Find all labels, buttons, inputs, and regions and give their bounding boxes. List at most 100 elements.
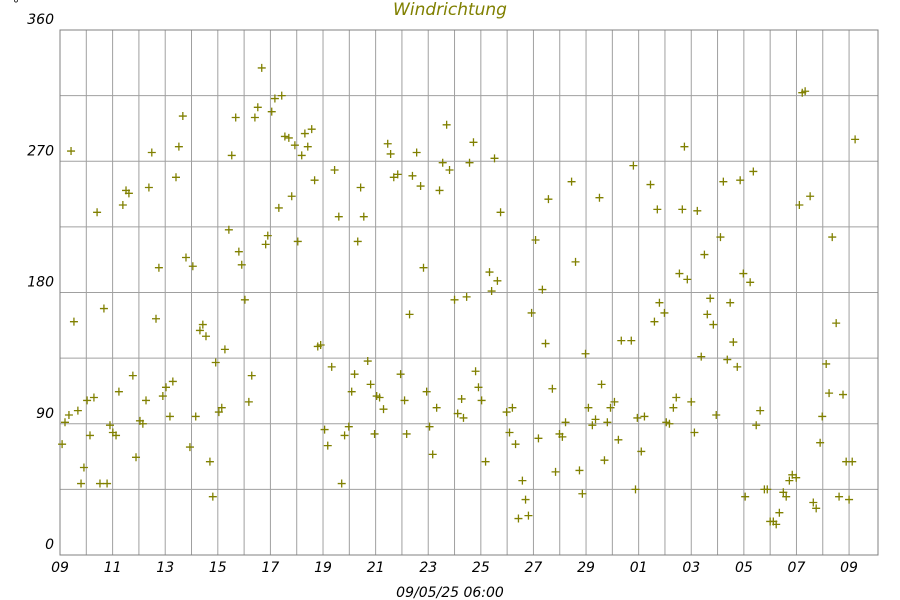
plot-frame	[59, 29, 879, 556]
point	[633, 413, 642, 422]
point	[247, 371, 256, 380]
point	[779, 488, 788, 497]
point	[211, 358, 220, 367]
point	[746, 278, 755, 287]
point	[756, 406, 765, 415]
point	[442, 120, 451, 129]
point	[524, 511, 533, 520]
point	[300, 129, 309, 138]
point	[828, 233, 837, 242]
point	[505, 428, 514, 437]
point	[428, 450, 437, 459]
point	[496, 208, 505, 217]
point	[112, 431, 121, 440]
point	[558, 432, 567, 441]
point	[400, 396, 409, 405]
point	[493, 276, 502, 285]
point	[490, 154, 499, 163]
point	[224, 225, 233, 234]
point	[457, 394, 466, 403]
point	[250, 113, 259, 122]
point	[527, 308, 536, 317]
point	[188, 262, 197, 271]
point	[350, 370, 359, 379]
point	[739, 269, 748, 278]
point	[665, 419, 674, 428]
point	[678, 205, 687, 214]
point	[462, 292, 471, 301]
point	[839, 390, 848, 399]
x-tick-label: 09	[51, 560, 69, 576]
point	[518, 476, 527, 485]
x-tick-label: 03	[682, 560, 700, 576]
point	[629, 161, 638, 170]
point	[588, 421, 597, 430]
point	[669, 403, 678, 412]
point	[845, 495, 854, 504]
point	[257, 63, 266, 72]
point	[165, 412, 174, 421]
x-tick-label: 29	[577, 560, 595, 576]
point	[438, 158, 447, 167]
point	[95, 479, 104, 488]
point	[263, 231, 272, 240]
point	[712, 411, 721, 419]
point	[316, 341, 325, 349]
point	[231, 113, 240, 122]
point	[425, 422, 434, 431]
point	[697, 352, 706, 361]
point	[220, 345, 229, 354]
point	[660, 308, 669, 317]
point	[307, 125, 316, 134]
point	[124, 189, 133, 198]
point	[603, 418, 612, 427]
point	[578, 489, 587, 498]
point	[675, 269, 684, 278]
point	[538, 285, 547, 294]
point	[234, 247, 243, 256]
point	[561, 418, 570, 427]
point	[168, 377, 177, 386]
point	[118, 201, 127, 209]
x-tick-label: 05	[735, 560, 753, 576]
chart-title: Windrichtung	[393, 0, 507, 20]
point	[320, 425, 329, 434]
point	[646, 180, 655, 189]
point	[706, 294, 715, 303]
point	[83, 396, 92, 405]
point	[606, 403, 615, 412]
point	[408, 171, 417, 180]
point	[64, 411, 73, 419]
point	[79, 463, 88, 472]
point	[195, 326, 204, 335]
point	[290, 141, 299, 150]
point	[459, 413, 468, 422]
point	[502, 408, 511, 417]
point	[274, 203, 283, 212]
point	[541, 339, 550, 348]
point	[687, 397, 696, 406]
point	[147, 148, 156, 157]
point	[366, 380, 375, 389]
point	[280, 132, 289, 141]
point	[597, 380, 606, 389]
point	[191, 412, 200, 421]
point	[822, 359, 831, 368]
point	[812, 504, 821, 513]
point	[640, 412, 649, 421]
point	[584, 403, 593, 412]
point	[741, 492, 750, 501]
x-tick-label: 27	[525, 560, 543, 576]
point	[617, 336, 626, 345]
point	[93, 208, 102, 217]
x-tick-label: 17	[262, 560, 280, 576]
point	[693, 206, 702, 215]
point	[198, 320, 207, 329]
point	[152, 314, 161, 323]
point	[347, 387, 356, 396]
point	[330, 166, 339, 174]
point	[736, 176, 745, 185]
x-tick-label: 25	[472, 560, 490, 576]
point	[534, 434, 543, 443]
